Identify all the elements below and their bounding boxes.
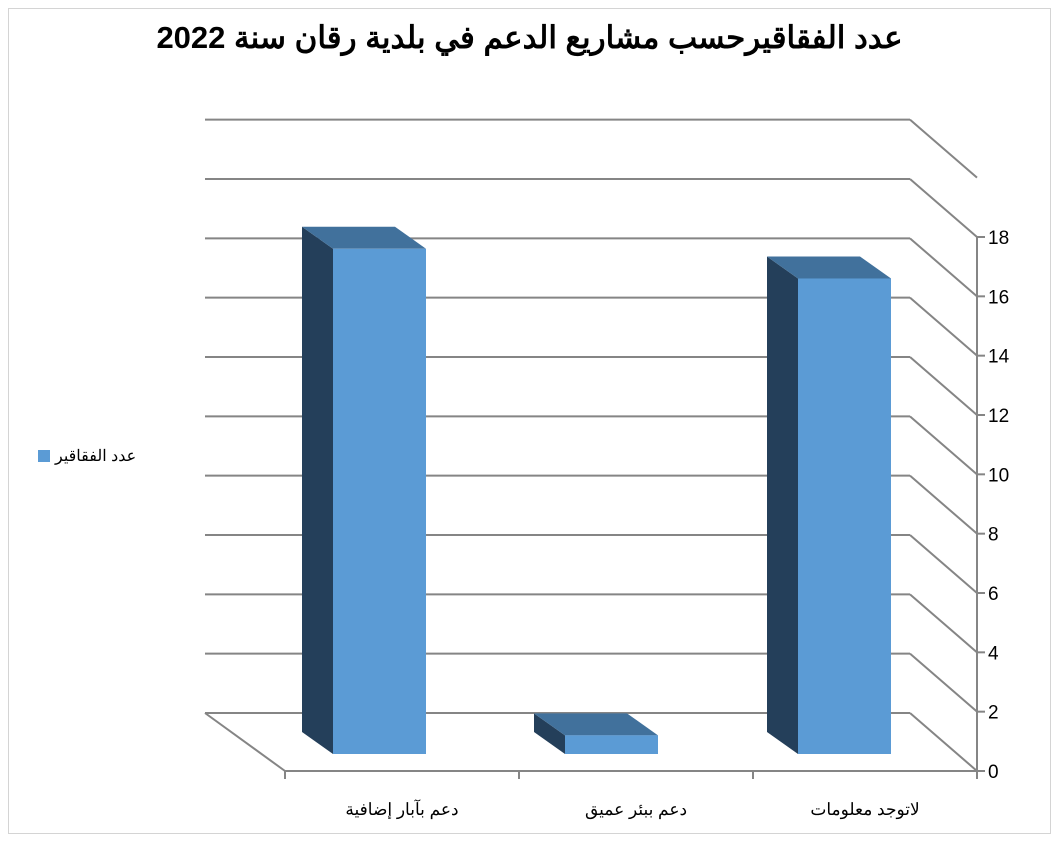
legend: عدد الفقاقير <box>38 446 136 466</box>
side-gridline <box>909 712 978 772</box>
side-gridline <box>909 593 978 654</box>
value-tick-label: 4 <box>988 643 999 664</box>
value-tick-label: 12 <box>988 406 1009 427</box>
category-label: دعم بآبار إضافية <box>345 798 458 820</box>
side-gridline <box>909 474 978 535</box>
side-gridline <box>909 237 978 298</box>
bar-front <box>333 248 426 755</box>
bar-top <box>534 713 658 736</box>
category-label: لاتوجد معلومات <box>810 800 919 820</box>
value-tick-label: 8 <box>988 525 999 546</box>
bar-side <box>302 226 333 755</box>
category-axis: دعم بآبار إضافية دعم ببئر عميق لاتوجد معلو… <box>284 771 978 820</box>
value-tick-label: 0 <box>988 762 999 783</box>
side-gridline <box>909 296 978 357</box>
bar-2 <box>534 713 658 754</box>
side-gridline <box>909 356 978 416</box>
side-gridline <box>909 652 978 713</box>
value-tick-label: 14 <box>988 347 1010 368</box>
value-tick-label: 2 <box>988 703 999 724</box>
bar-front <box>565 735 658 754</box>
bar-side <box>534 713 565 754</box>
bar-3 <box>767 256 891 754</box>
value-tick-label: 16 <box>988 287 1009 308</box>
bars <box>302 226 891 755</box>
side-gridline <box>909 534 978 594</box>
side-gridline <box>909 118 978 179</box>
legend-swatch <box>38 450 50 462</box>
side-gridline <box>909 178 978 238</box>
value-tick-label: 10 <box>988 465 1009 486</box>
side-gridline <box>909 415 978 476</box>
chart-title: عدد الفقاقيرحسب مشاريع الدعم في بلدية رق… <box>156 20 903 55</box>
bar-front <box>798 278 891 754</box>
floor-edge <box>204 712 286 772</box>
bar-top <box>767 256 891 279</box>
bar-top <box>302 226 426 249</box>
value-tick-label: 18 <box>988 228 1009 249</box>
bar-side <box>767 256 798 754</box>
value-tick-label: 6 <box>988 584 999 605</box>
bar-1 <box>302 226 426 755</box>
category-label: دعم ببئر عميق <box>585 800 687 820</box>
value-axis: 0 2 4 6 8 10 12 14 16 18 <box>976 228 1010 783</box>
legend-label: عدد الفقاقير <box>55 448 137 465</box>
